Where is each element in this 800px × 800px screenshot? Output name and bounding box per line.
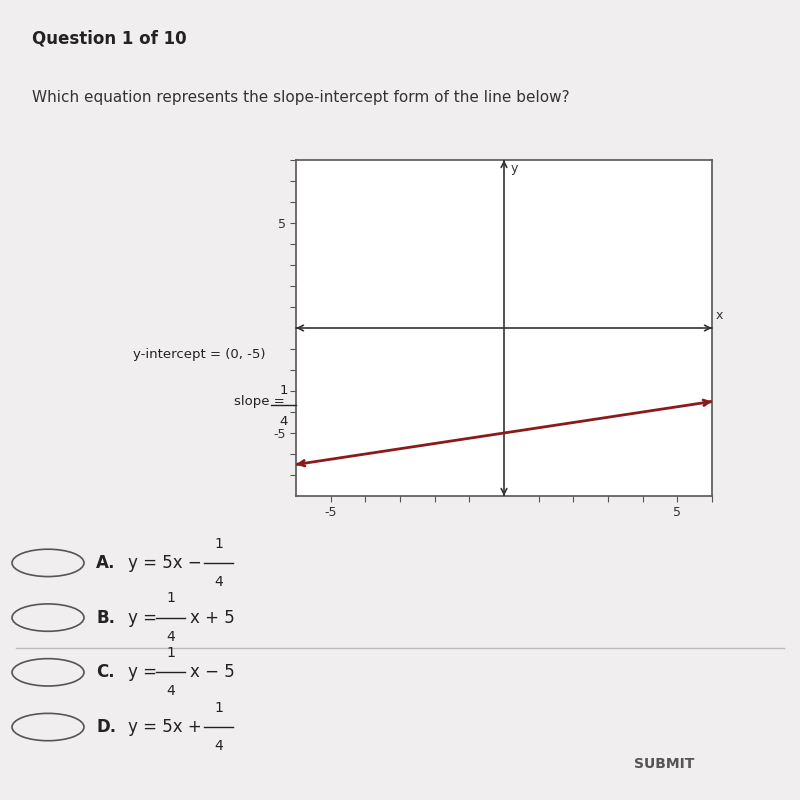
Text: 1: 1 [280,384,288,397]
Text: 4: 4 [166,630,174,644]
Text: 4: 4 [166,685,174,698]
Text: D.: D. [96,718,116,736]
Text: y =: y = [128,663,162,682]
Text: slope =: slope = [234,395,289,409]
Text: B.: B. [96,609,115,626]
Text: y: y [511,162,518,175]
Text: Question 1 of 10: Question 1 of 10 [32,30,186,48]
Text: A.: A. [96,554,115,572]
Text: y-intercept = (0, -5): y-intercept = (0, -5) [133,348,266,362]
Text: Which equation represents the slope-intercept form of the line below?: Which equation represents the slope-inte… [32,90,570,105]
Text: 1: 1 [166,591,175,606]
Text: y =: y = [128,609,162,626]
Text: x + 5: x + 5 [190,609,235,626]
Text: x: x [715,309,723,322]
Text: C.: C. [96,663,114,682]
Text: y = 5x −: y = 5x − [128,554,207,572]
Text: 4: 4 [214,575,222,589]
Text: SUBMIT: SUBMIT [634,757,694,771]
Text: 4: 4 [214,739,222,754]
Text: 1: 1 [166,646,175,660]
Text: x − 5: x − 5 [190,663,235,682]
Text: 1: 1 [214,701,223,715]
Text: 4: 4 [280,415,288,428]
Text: 1: 1 [214,537,223,550]
Text: y = 5x +: y = 5x + [128,718,207,736]
